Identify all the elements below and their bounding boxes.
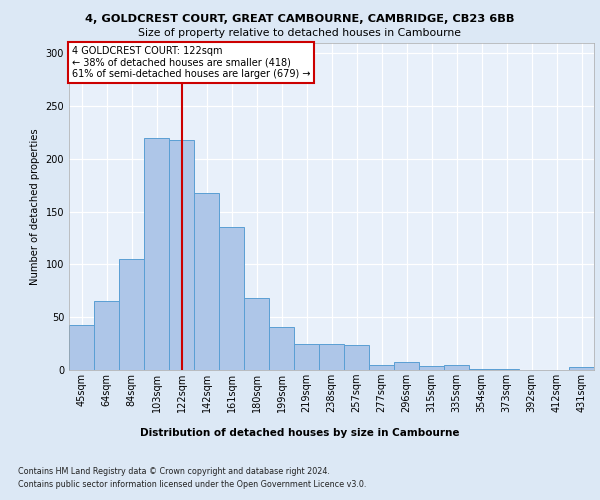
Text: Size of property relative to detached houses in Cambourne: Size of property relative to detached ho… — [139, 28, 461, 38]
Text: 4, GOLDCREST COURT, GREAT CAMBOURNE, CAMBRIDGE, CB23 6BB: 4, GOLDCREST COURT, GREAT CAMBOURNE, CAM… — [85, 14, 515, 24]
Bar — [394, 362, 419, 370]
Text: Contains public sector information licensed under the Open Government Licence v3: Contains public sector information licen… — [18, 480, 367, 489]
Bar — [94, 302, 119, 370]
Bar — [169, 140, 194, 370]
Bar — [119, 259, 144, 370]
Bar — [344, 344, 369, 370]
Bar — [369, 364, 394, 370]
Bar — [294, 344, 319, 370]
Text: Distribution of detached houses by size in Cambourne: Distribution of detached houses by size … — [140, 428, 460, 438]
Bar — [194, 192, 219, 370]
Bar — [269, 326, 294, 370]
Bar — [144, 138, 169, 370]
Bar — [219, 228, 244, 370]
Bar — [469, 369, 494, 370]
Bar — [419, 366, 444, 370]
Bar — [444, 364, 469, 370]
Bar — [319, 344, 344, 370]
Text: 4 GOLDCREST COURT: 122sqm
← 38% of detached houses are smaller (418)
61% of semi: 4 GOLDCREST COURT: 122sqm ← 38% of detac… — [71, 46, 310, 79]
Bar — [69, 324, 94, 370]
Bar — [244, 298, 269, 370]
Bar — [494, 369, 519, 370]
Text: Contains HM Land Registry data © Crown copyright and database right 2024.: Contains HM Land Registry data © Crown c… — [18, 468, 330, 476]
Bar — [569, 367, 594, 370]
Y-axis label: Number of detached properties: Number of detached properties — [30, 128, 40, 284]
